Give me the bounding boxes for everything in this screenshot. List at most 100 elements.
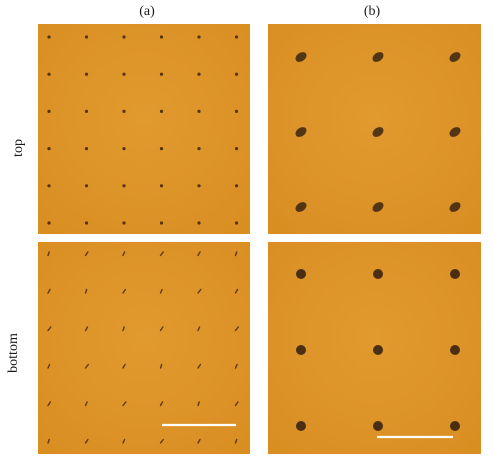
hole-mark <box>122 401 127 407</box>
hole-mark <box>450 269 460 279</box>
hole-mark <box>47 251 50 257</box>
hole-mark <box>449 202 461 212</box>
hole-mark <box>159 147 164 151</box>
hole-mark <box>234 147 239 151</box>
hole-mark <box>372 127 384 137</box>
hole-mark <box>159 109 164 113</box>
hole-mark <box>84 35 89 39</box>
hole-mark <box>372 202 384 212</box>
hole-mark <box>84 251 89 257</box>
hole-mark <box>47 288 51 294</box>
hole-mark <box>159 401 164 407</box>
hole-mark <box>159 184 164 188</box>
hole-mark <box>159 438 165 444</box>
micrograph-panel-b-top <box>268 24 481 234</box>
hole-mark <box>47 35 51 39</box>
hole-mark <box>197 251 201 257</box>
hole-mark <box>234 251 238 257</box>
hole-mark <box>295 127 307 137</box>
hole-mark <box>84 72 89 76</box>
hole-mark <box>159 251 165 257</box>
micrograph-a-top-image <box>38 24 250 234</box>
hole-mark <box>122 438 126 444</box>
hole-mark <box>450 421 460 431</box>
hole-mark <box>47 72 51 76</box>
hole-mark <box>47 438 50 444</box>
hole-mark <box>84 326 89 332</box>
hole-mark <box>234 401 239 407</box>
hole-mark <box>234 326 240 332</box>
hole-mark <box>197 326 201 332</box>
hole-mark <box>84 147 89 151</box>
hole-mark <box>197 184 201 188</box>
hole-mark <box>84 184 89 188</box>
hole-mark <box>234 72 239 76</box>
hole-mark <box>122 72 126 76</box>
hole-mark <box>47 363 51 369</box>
hole-mark <box>296 269 306 279</box>
hole-mark <box>122 363 126 369</box>
hole-mark <box>234 363 238 369</box>
hole-mark <box>197 35 201 39</box>
hole-mark <box>47 221 51 225</box>
row-label-top: top <box>10 139 26 157</box>
hole-mark <box>372 52 384 62</box>
hole-mark <box>373 421 383 431</box>
column-label-b: (b) <box>363 4 381 19</box>
hole-mark <box>84 221 89 225</box>
hole-mark <box>449 127 461 137</box>
micrograph-panel-a-bottom <box>38 242 250 454</box>
hole-mark <box>159 35 164 39</box>
hole-mark <box>234 184 239 188</box>
hole-mark <box>450 345 460 355</box>
hole-mark <box>159 221 164 225</box>
hole-mark <box>159 363 163 369</box>
hole-mark <box>197 288 202 294</box>
hole-mark <box>197 221 201 225</box>
hole-mark <box>84 288 88 294</box>
hole-mark <box>84 401 88 407</box>
hole-mark <box>197 109 201 113</box>
hole-mark <box>197 72 201 76</box>
hole-mark <box>159 288 163 294</box>
hole-mark <box>234 288 239 294</box>
hole-mark <box>296 345 306 355</box>
hole-mark <box>234 221 239 225</box>
hole-mark <box>47 147 51 151</box>
micrograph-b-bottom-image <box>268 242 481 454</box>
hole-mark <box>234 109 239 113</box>
hole-mark <box>295 52 307 62</box>
hole-mark <box>84 438 89 444</box>
hole-mark <box>122 147 126 151</box>
hole-mark <box>47 326 52 332</box>
hole-mark <box>234 438 238 444</box>
micrograph-panel-a-top <box>38 24 250 234</box>
hole-mark <box>122 251 126 257</box>
hole-mark <box>159 72 164 76</box>
micrograph-b-top-image <box>268 24 481 234</box>
hole-mark <box>122 35 126 39</box>
hole-mark <box>122 109 126 113</box>
hole-mark <box>296 421 306 431</box>
row-label-bottom: bottom <box>5 333 21 373</box>
micrograph-a-bottom-image <box>38 242 250 454</box>
column-label-a: (a) <box>139 4 155 19</box>
hole-mark <box>47 401 52 407</box>
hole-mark <box>122 288 127 294</box>
hole-mark <box>47 184 51 188</box>
hole-mark <box>197 363 202 369</box>
hole-mark <box>449 52 461 62</box>
hole-mark <box>197 438 201 444</box>
hole-mark <box>122 184 126 188</box>
micrograph-panel-b-bottom <box>268 242 481 454</box>
hole-mark <box>373 269 383 279</box>
hole-mark <box>159 326 164 332</box>
hole-mark <box>197 401 200 407</box>
hole-mark <box>84 109 89 113</box>
hole-mark <box>295 202 307 212</box>
hole-mark <box>122 221 126 225</box>
hole-mark <box>197 147 201 151</box>
hole-mark <box>84 363 89 369</box>
hole-mark <box>122 326 125 332</box>
hole-mark <box>234 35 239 39</box>
